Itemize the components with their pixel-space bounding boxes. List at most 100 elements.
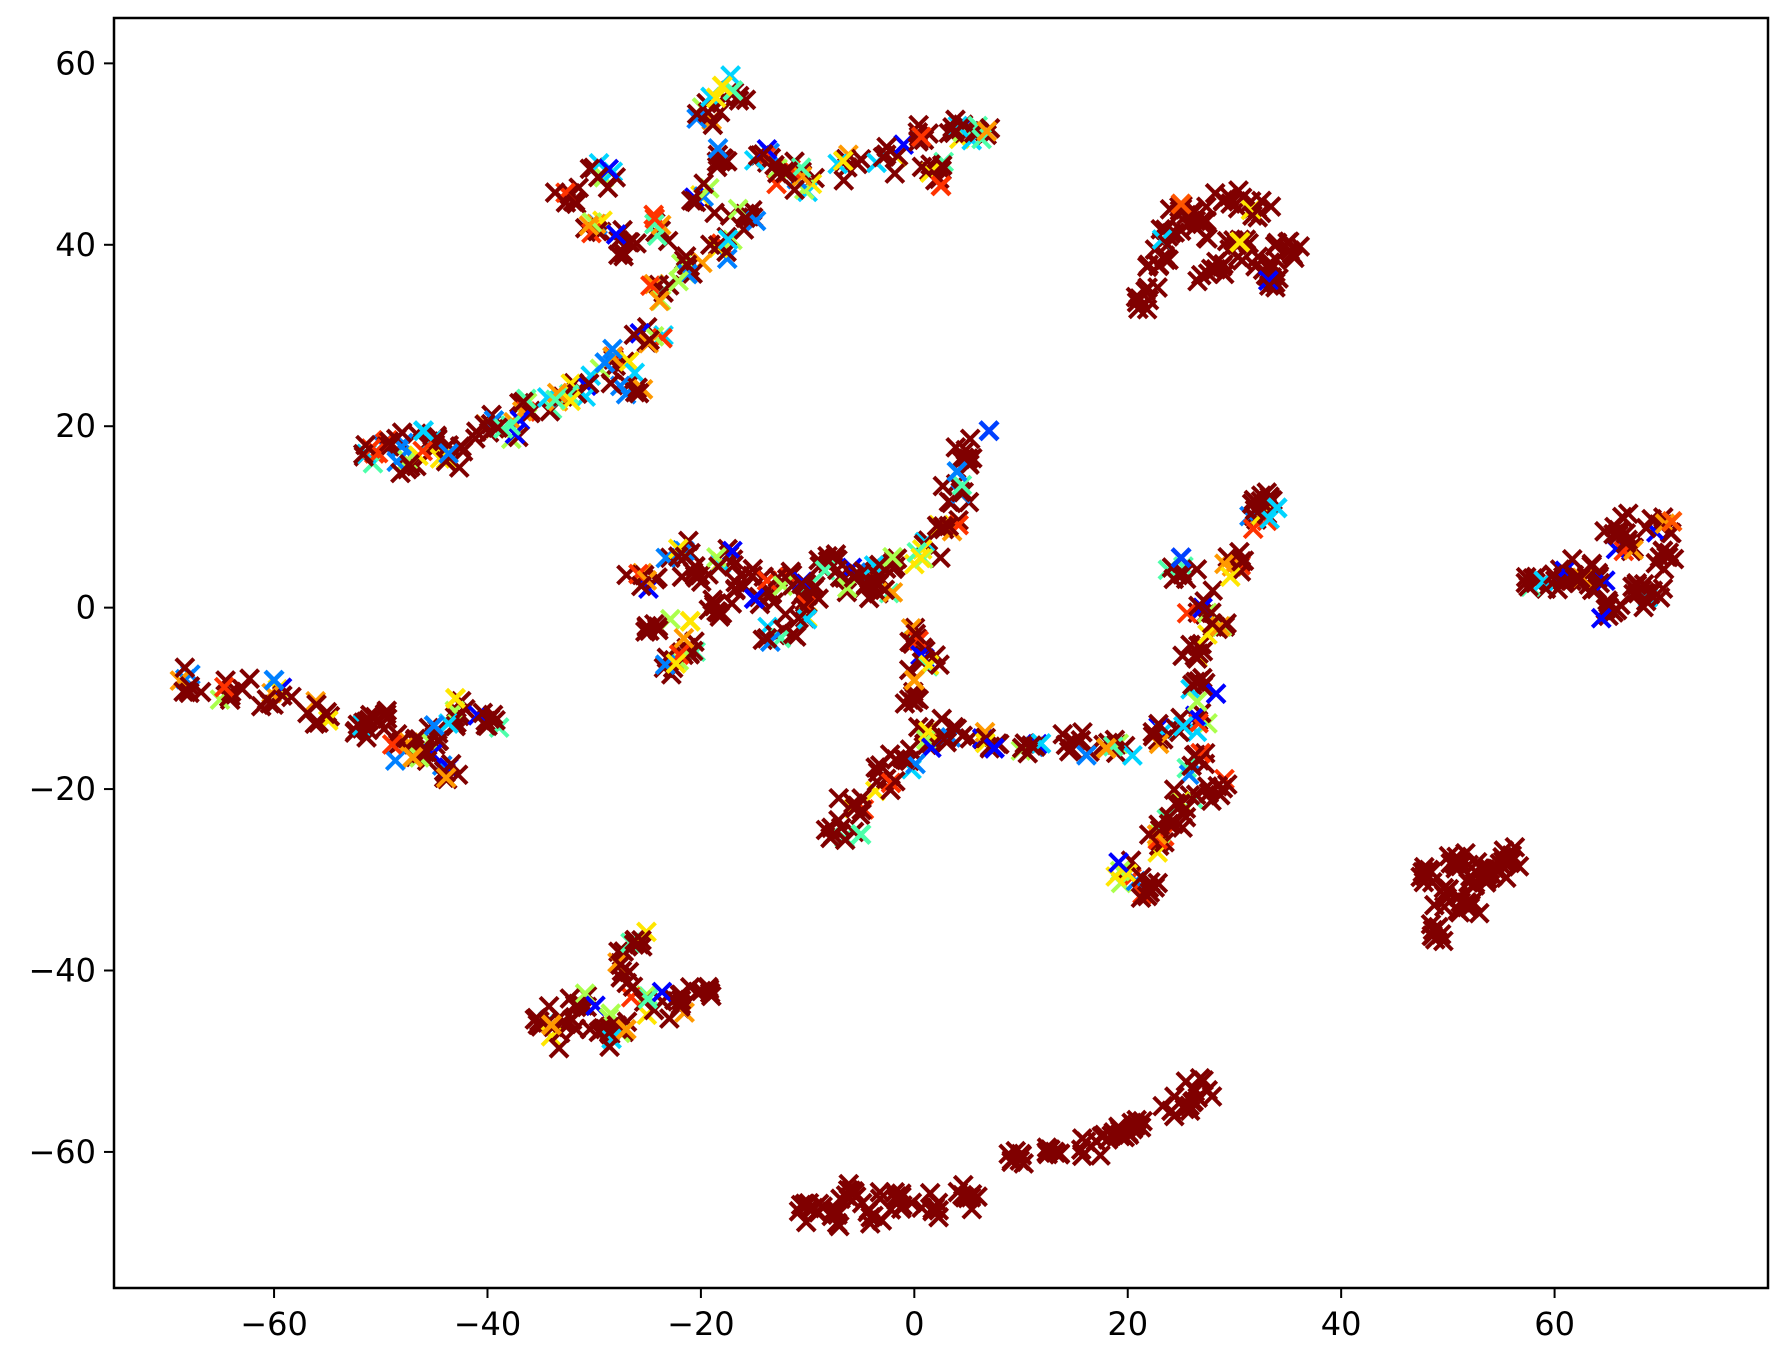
- scatter-point: [1652, 540, 1674, 562]
- scatter-point: [1289, 236, 1311, 257]
- scatter-point: [1216, 774, 1238, 795]
- scatter-point: [1138, 254, 1160, 276]
- scatter-point: [1458, 854, 1480, 876]
- scatter-point: [657, 230, 679, 252]
- scatter-point: [624, 381, 646, 403]
- scatter-point: [711, 603, 733, 624]
- scatter-point: [1231, 550, 1252, 572]
- scatter-point: [649, 290, 670, 312]
- scatter-point: [1633, 596, 1654, 618]
- x-tick-label: −60: [240, 1305, 308, 1343]
- y-tick-label: 60: [55, 44, 96, 82]
- scatter-point: [976, 120, 998, 142]
- scatter-point: [702, 114, 724, 136]
- scatter-point: [1201, 1086, 1223, 1107]
- scatter-point: [1440, 852, 1462, 874]
- scatter-point: [1216, 613, 1238, 634]
- scatter-point: [423, 714, 445, 737]
- scatter-point: [1413, 856, 1435, 878]
- scatter-point: [1476, 868, 1498, 890]
- scatter-point: [1147, 277, 1168, 298]
- scatter-point: [669, 996, 691, 1018]
- scatter-point: [693, 173, 715, 195]
- scatter-point: [656, 647, 678, 669]
- scatter-point: [1214, 553, 1235, 575]
- scatter-point: [1172, 715, 1194, 737]
- scatter-point: [1661, 510, 1683, 533]
- scatter-point: [438, 443, 459, 464]
- scatter-point: [1653, 558, 1675, 580]
- scatter-point: [1213, 253, 1234, 275]
- scatter-point: [1589, 572, 1611, 594]
- scatter-point: [764, 154, 785, 176]
- scatter-point: [1608, 519, 1630, 541]
- scatter-point: [803, 578, 825, 600]
- scatter-point: [315, 703, 336, 725]
- scatter-point: [676, 254, 698, 276]
- scatter-point: [1186, 691, 1208, 713]
- scatter-point: [1188, 595, 1209, 617]
- scatter-point: [1130, 887, 1152, 909]
- scatter-point: [1185, 671, 1206, 693]
- scatter-point: [931, 155, 953, 176]
- scatter-point: [905, 753, 926, 775]
- scatter-point: [1127, 298, 1149, 320]
- scatter-point: [1170, 220, 1192, 242]
- scatter-point: [1170, 547, 1192, 569]
- scatter-point: [893, 748, 915, 770]
- y-axis: −60 −40 −20 0 20 40 60: [28, 44, 114, 1171]
- scatter-point: [832, 150, 854, 172]
- scatter-point: [1101, 1125, 1123, 1147]
- scatter-point: [215, 670, 236, 691]
- scatter-point: [1148, 814, 1170, 836]
- plot-frame: [112, 16, 1770, 1290]
- scatter-point: [670, 989, 692, 1011]
- scatter-point: [774, 162, 796, 184]
- scatter-point: [1413, 861, 1435, 883]
- scatter-point: [1564, 568, 1586, 589]
- scatter-point: [631, 929, 652, 951]
- scatter-point: [416, 741, 438, 763]
- scatter-point: [791, 573, 812, 595]
- scatter-point: [836, 577, 858, 599]
- scatter-point: [938, 515, 960, 537]
- scatter-point: [628, 382, 650, 404]
- scatter-point: [689, 564, 711, 586]
- scatter-point: [578, 215, 600, 237]
- scatter-point: [872, 146, 894, 168]
- scatter-point: [1147, 872, 1169, 894]
- scatter-point: [1102, 735, 1124, 757]
- scatter-point: [615, 1018, 637, 1041]
- scatter-point: [1438, 845, 1460, 867]
- scatter-point: [961, 1198, 983, 1220]
- scatter-point: [1142, 721, 1164, 743]
- scatter-point: [1195, 226, 1217, 248]
- scatter-point: [859, 1213, 881, 1234]
- scatter-point: [355, 434, 376, 456]
- scatter-point: [951, 474, 973, 496]
- scatter-point: [722, 79, 744, 102]
- scatter-point: [402, 746, 424, 768]
- scatter-point: [1108, 852, 1129, 873]
- scatter-point: [1606, 599, 1628, 621]
- scatter-point: [978, 420, 1000, 442]
- scatter-point: [618, 351, 640, 372]
- scatter-point: [919, 1182, 941, 1204]
- scatter-point: [863, 555, 885, 576]
- y-tick-label: 20: [55, 407, 96, 445]
- scatter-point: [953, 481, 975, 503]
- scatter-point: [860, 1206, 882, 1228]
- scatter-point: [716, 150, 738, 172]
- scatter-point: [905, 623, 927, 645]
- scatter-point: [905, 686, 927, 708]
- scatter-point: [1195, 196, 1217, 218]
- scatter-point: [239, 668, 261, 690]
- scatter-point: [643, 213, 665, 235]
- scatter-point: [179, 675, 201, 697]
- scatter-point: [379, 436, 400, 457]
- scatter-point: [903, 669, 925, 691]
- scatter-point: [384, 750, 406, 771]
- scatter-point: [492, 418, 514, 439]
